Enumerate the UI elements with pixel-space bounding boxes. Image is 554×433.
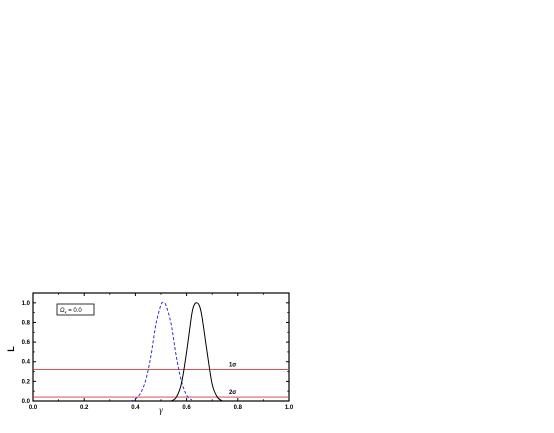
- x-axis-label: γ: [159, 405, 163, 415]
- solid-likelihood-curve: [170, 302, 223, 402]
- y-tick-label: 0.6: [22, 340, 31, 346]
- legend-label: Ωk = 0.0: [60, 308, 82, 315]
- y-axis-label: L: [6, 346, 16, 352]
- legend-box: [56, 303, 95, 316]
- legend-value: = 0.0: [67, 308, 83, 314]
- likelihood-curves: [130, 301, 223, 402]
- reference-lines: 1σ 2σ: [33, 363, 289, 398]
- dashed-likelihood-curve: [130, 301, 193, 402]
- legend-subscript: k: [65, 310, 67, 315]
- y-tick-label: 1.0: [22, 301, 31, 307]
- y-tick-label: 0.2: [22, 379, 31, 385]
- confidence-label: 2σ: [229, 390, 236, 396]
- confidence-label: 1σ: [229, 363, 236, 369]
- x-tick-label: 0.4: [131, 405, 140, 411]
- x-tick-label: 0.8: [234, 405, 243, 411]
- x-tick-label: 1.0: [285, 405, 294, 411]
- x-tick-label: 0.6: [182, 405, 191, 411]
- x-tick-label: 0.0: [29, 405, 38, 411]
- x-tick-label: 0.2: [80, 405, 89, 411]
- y-tick-label: 0.0: [22, 399, 31, 405]
- legend: Ωk = 0.0: [56, 303, 95, 316]
- y-tick-label: 0.8: [22, 320, 31, 326]
- y-tick-label: 0.4: [22, 360, 31, 366]
- axis-ticks: 0.0 0.2 0.4 0.6 0.8 1.0 0.0 0.2 0.4 0.6 0.8 1.0: [22, 293, 294, 411]
- legend-symbol: Ω: [60, 308, 65, 314]
